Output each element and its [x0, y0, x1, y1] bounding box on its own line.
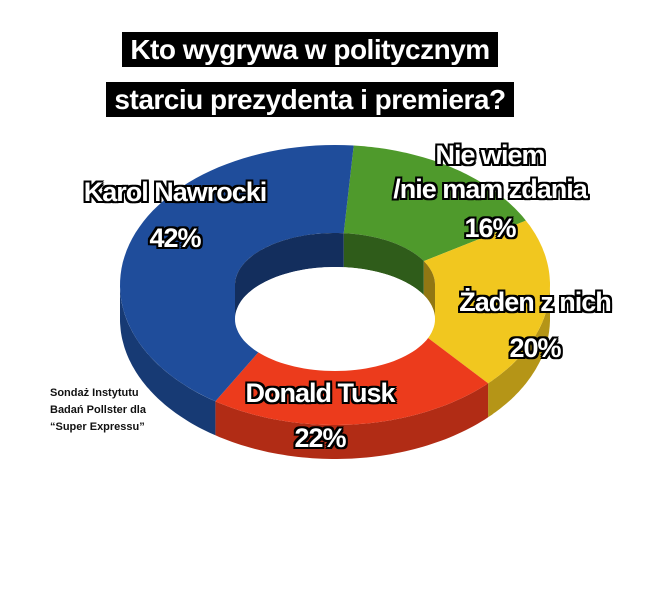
slice-inner-wall — [235, 233, 344, 319]
slice-label: Żaden z nich — [459, 287, 612, 317]
slice-label: Nie wiem /nie mam zdania — [393, 140, 588, 204]
slice — [406, 220, 550, 384]
source-note: Sondaż Instytutu Badań Pollster dla “Sup… — [50, 387, 146, 433]
slice-wall — [215, 383, 489, 459]
title-text: starciu prezydenta i premiera? — [106, 82, 514, 117]
title-line: Kto wygrywa w politycznym — [0, 32, 620, 67]
slice — [343, 145, 526, 262]
title-line: starciu prezydenta i premiera? — [0, 82, 620, 117]
slice — [120, 145, 354, 402]
value-label: 22% — [294, 423, 346, 453]
slice-wall — [488, 285, 550, 418]
slice-label: Donald Tusk — [245, 378, 395, 408]
hole — [235, 267, 435, 371]
value-label: 16% — [464, 213, 516, 243]
slice-wall — [120, 285, 216, 436]
value-label: 20% — [509, 333, 561, 363]
slice-label: Karol Nawrocki — [83, 177, 268, 207]
slice-inner-wall — [343, 233, 424, 296]
value-label: 42% — [149, 223, 201, 253]
title-text: Kto wygrywa w politycznym — [122, 32, 498, 67]
slice-inner-wall — [423, 261, 435, 319]
